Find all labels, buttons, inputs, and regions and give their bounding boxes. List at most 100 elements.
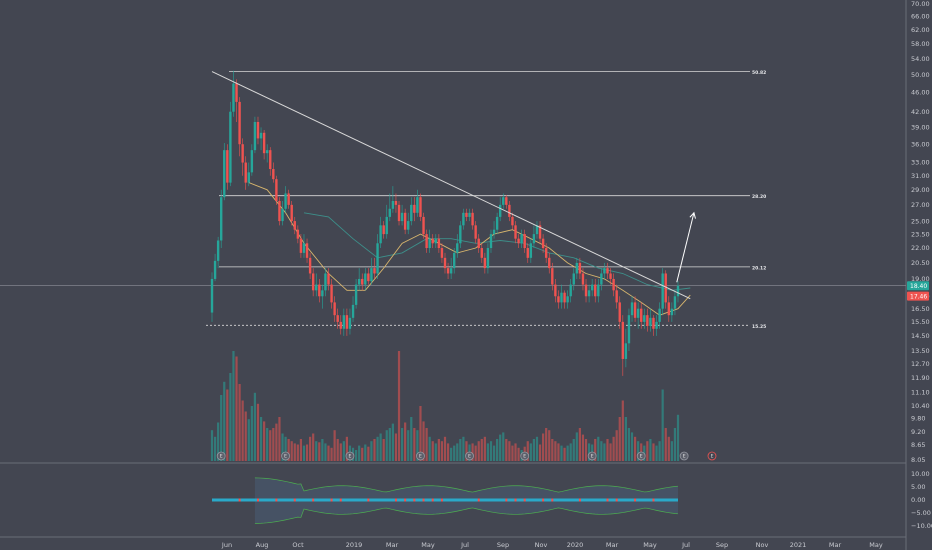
earnings-event-icon[interactable] [587,451,597,461]
candle-body [498,204,502,217]
candle-body [646,315,649,326]
volume-bar [652,443,655,461]
oscillator-tick [312,498,315,502]
volume-bar [217,422,220,461]
volume-bar [213,436,217,461]
candle-body [311,273,315,291]
candle-body [446,268,450,274]
candle-body [253,121,257,151]
price-tick-label: 58.00 [911,40,930,48]
candle-body [373,268,376,274]
time-tick-label: Jul [460,541,469,549]
horizontal-levels[interactable]: 50.82 28.20 20.12 15.25 [0,70,906,330]
price-tick-label: 27.00 [911,201,930,209]
volume-bar [425,428,428,461]
volume-bar [453,445,456,461]
candle-body [305,243,309,258]
volume-bar [385,430,388,461]
oscillator-tick [256,498,259,502]
candle-body [624,343,628,359]
earnings-event-icon[interactable] [520,451,530,461]
time-tick-label: Jul [681,541,690,549]
volume-bar [373,439,376,461]
candle-body [354,284,358,305]
price-tick-label: 13.50 [911,347,930,355]
earnings-event-icon[interactable] [707,451,717,461]
volume-bar [250,406,253,461]
price-tick-label: 46.00 [911,89,930,97]
volume-bar [627,428,631,461]
volume-bar [229,373,232,461]
trendline[interactable] [211,71,691,300]
volume-bar [618,417,621,461]
earnings-event-icon[interactable] [281,451,290,461]
candle-body [364,273,367,285]
oscillator-tick [615,498,618,502]
earnings-event-icon[interactable] [465,451,474,461]
price-tick-label: 9.80 [911,415,925,423]
candle-body [238,101,241,145]
candle-body [318,284,321,297]
price-axis[interactable]: 70.00 66.00 62.00 58.00 54.00 50.00 46.00 42.00… [907,0,932,530]
volume-bar [563,447,566,461]
earnings-event-icon[interactable] [345,451,355,461]
price-tick-label: 10.40 [911,402,930,410]
oscillator-zero-bar [212,498,678,502]
candle-body [256,121,260,139]
candle-body [535,225,539,235]
time-tick-label: Jun [221,541,232,549]
volume-bar [483,436,486,461]
earnings-event-icon[interactable] [679,451,689,461]
drawings[interactable] [211,71,696,300]
volume-bar [594,439,597,461]
ma-value-tag-bg[interactable] [907,291,929,301]
candle-body [652,317,655,329]
candle-body [560,292,563,303]
volume-bar [327,445,330,461]
volume-bar [428,436,431,461]
earnings-event-icon[interactable] [216,451,226,461]
time-tick-label: May [869,541,883,549]
time-axis[interactable]: Jun Aug Oct 2019 Mar May Jul Sep Nov 2020 Mar May Ju… [221,541,883,549]
volume-bar [532,439,536,461]
volume-bar [489,441,493,461]
volume-bar [624,417,627,461]
candle-body [269,150,272,170]
candle-body [590,284,594,291]
candle-body [523,234,526,249]
oscillator-tick-label: 10.00 [911,470,930,478]
candle-body [232,83,235,112]
oscillator-tick [339,498,342,502]
price-tick-label: 70.00 [911,0,930,8]
candle-body [265,150,269,154]
candle-body [348,317,352,329]
volume-bar [440,441,444,461]
volume-bar [269,430,272,461]
earnings-event-icon[interactable] [416,451,425,461]
oscillator-tick [551,498,554,502]
candle-body [327,273,330,285]
volume-bar [633,436,637,461]
price-tick-label: 23.50 [911,230,930,238]
volume-bar [597,436,600,461]
candle-body [673,296,677,309]
earnings-event-icon[interactable] [636,451,646,461]
volume-bar [394,433,398,461]
volume-bar [342,441,345,461]
candle-body [532,234,536,244]
volume-bar [456,443,459,461]
candle-body [419,197,422,217]
volume-bar [477,441,480,461]
last-price-tag-bg[interactable] [907,281,929,291]
candle-body [526,248,529,258]
volume-bar [293,443,296,461]
candle-body [609,273,612,279]
projection-arrow[interactable] [676,212,695,283]
volume-bar [535,436,539,461]
volume-bar [400,428,404,461]
candle-body [529,243,533,258]
time-tick-label: Aug [256,541,269,549]
volume-bar [584,439,588,461]
